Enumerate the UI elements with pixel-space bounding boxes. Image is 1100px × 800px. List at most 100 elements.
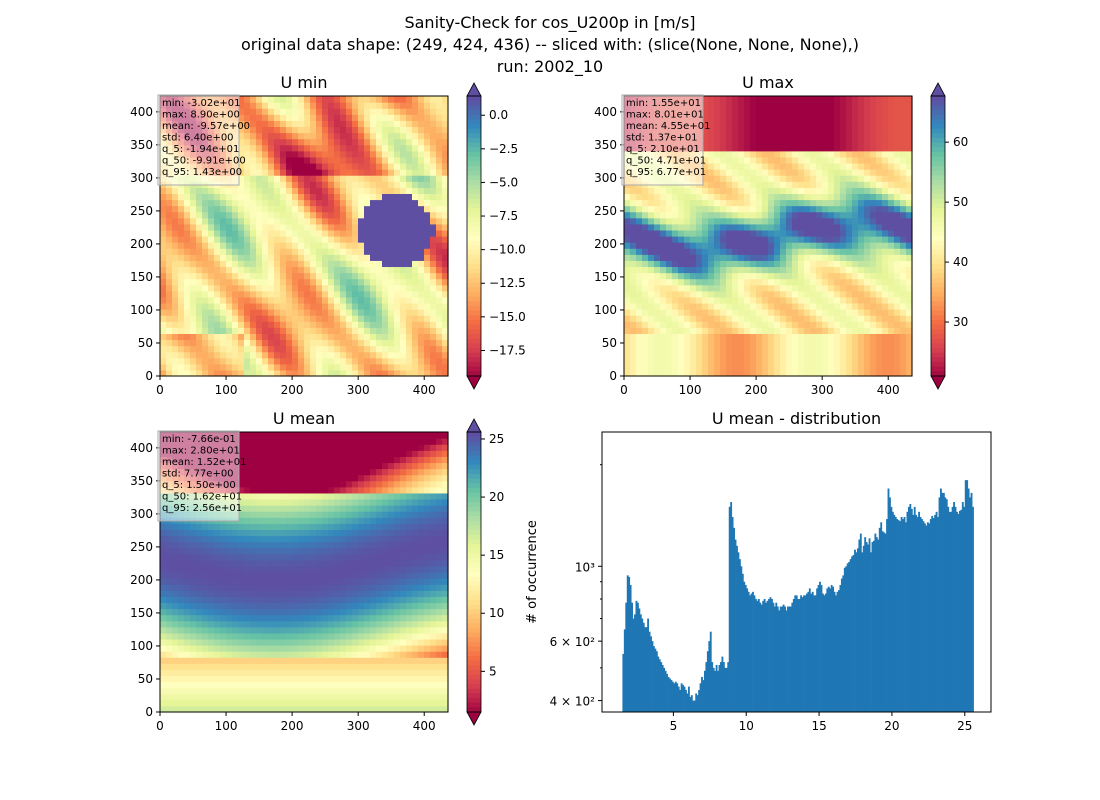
heatmap-cell (852, 175, 859, 182)
heatmap-cell (346, 284, 353, 292)
heatmap-cell (346, 272, 353, 280)
heatmap-cell (870, 187, 877, 194)
heatmap-cell (166, 608, 173, 616)
colorbar-tick-label: −17.5 (489, 343, 526, 357)
heatmap-cell (798, 309, 805, 316)
heatmap-cell (256, 309, 263, 316)
heatmap-cell (400, 193, 407, 201)
heatmap-cell (280, 290, 287, 298)
heatmap-cell (678, 302, 685, 310)
heatmap-cell (876, 327, 883, 334)
heatmap-cell (358, 254, 365, 261)
heatmap-cell (160, 296, 167, 304)
heatmap-cell (750, 339, 757, 347)
heatmap-cell (810, 296, 817, 304)
heatmap-cell (726, 223, 733, 231)
heatmap-cell (708, 205, 715, 213)
heatmap-cell (412, 339, 419, 347)
heatmap-cell (310, 150, 317, 158)
heatmap-cell (220, 248, 227, 255)
heatmap-cell (732, 278, 739, 286)
heatmap-cell (214, 248, 221, 255)
heatmap-cell (430, 169, 437, 176)
heatmap-cell (256, 236, 263, 243)
heatmap-cell (726, 296, 733, 304)
heatmap-cell (292, 217, 299, 225)
heatmap-cell (744, 193, 751, 201)
heatmap-cell (750, 102, 757, 109)
heatmap-cell (274, 108, 281, 115)
heatmap-cell (340, 205, 347, 213)
heatmap-cell (436, 266, 443, 274)
heatmap-cell (244, 205, 251, 213)
heatmap-cell (166, 248, 173, 255)
heatmap-cell (346, 205, 353, 213)
heatmap-cell (190, 553, 197, 561)
heatmap-cell (810, 272, 817, 280)
heatmap-cell (720, 150, 727, 158)
heatmap-cell (768, 102, 775, 109)
heatmap-cell (846, 108, 853, 115)
heatmap-cell (436, 150, 443, 158)
heatmap-cell (738, 211, 745, 219)
heatmap-cell (726, 96, 733, 103)
heatmap-cell (750, 181, 757, 188)
heatmap-cell (400, 211, 407, 219)
heatmap-cell (388, 187, 395, 194)
heatmap-cell (798, 193, 805, 201)
heatmap-cell (828, 248, 835, 255)
heatmap-cell (418, 363, 425, 371)
heatmap-cell (358, 114, 365, 121)
heatmap-cell (780, 175, 787, 182)
heatmap-cell (864, 315, 871, 322)
y-tick-label: 150 (594, 270, 617, 284)
heatmap-cell (406, 315, 413, 322)
heatmap-cell (750, 108, 757, 115)
heatmap-cell (624, 223, 631, 231)
heatmap-cell (328, 120, 335, 128)
heatmap-cell (660, 278, 667, 286)
heatmap-cell (328, 162, 335, 170)
heatmap-cell (858, 96, 865, 103)
heatmap-cell (286, 315, 293, 322)
heatmap-cell (172, 541, 179, 549)
heatmap-cell (744, 296, 751, 304)
heatmap-cell (636, 351, 643, 359)
colorbar-segment (467, 231, 481, 237)
heatmap-cell (702, 339, 709, 347)
heatmap-cell (642, 217, 649, 225)
heatmap-cell (166, 590, 173, 597)
heatmap-cell (202, 211, 209, 219)
heatmap-cell (190, 254, 197, 261)
heatmap-cell (750, 205, 757, 213)
heatmap-cell (744, 248, 751, 255)
heatmap-cell (166, 223, 173, 231)
heatmap-cell (828, 96, 835, 103)
colorbar-segment (467, 184, 481, 190)
heatmap-cell (864, 211, 871, 219)
heatmap-cell (358, 162, 365, 170)
stats-line: q_5: 2.10e+01 (626, 144, 700, 155)
heatmap-cell (810, 132, 817, 140)
heatmap-cell (292, 254, 299, 261)
heatmap-cell (630, 187, 637, 194)
heatmap-cell (810, 260, 817, 268)
heatmap-cell (202, 687, 209, 695)
heatmap-cell (262, 315, 269, 322)
heatmap-cell (322, 211, 329, 219)
heatmap-cell (160, 705, 167, 713)
heatmap-cell (442, 339, 449, 347)
heatmap-cell (382, 278, 389, 286)
heatmap-cell (882, 248, 889, 255)
heatmap-cell (702, 169, 709, 176)
heatmap-cell (190, 217, 197, 225)
heatmap-cell (690, 242, 697, 249)
heatmap-cell (286, 132, 293, 140)
heatmap-cell (178, 529, 185, 537)
heatmap-cell (756, 96, 763, 103)
heatmap-cell (786, 102, 793, 109)
heatmap-cell (418, 96, 425, 103)
heatmap-cell (822, 132, 829, 140)
heatmap-cell (328, 108, 335, 115)
